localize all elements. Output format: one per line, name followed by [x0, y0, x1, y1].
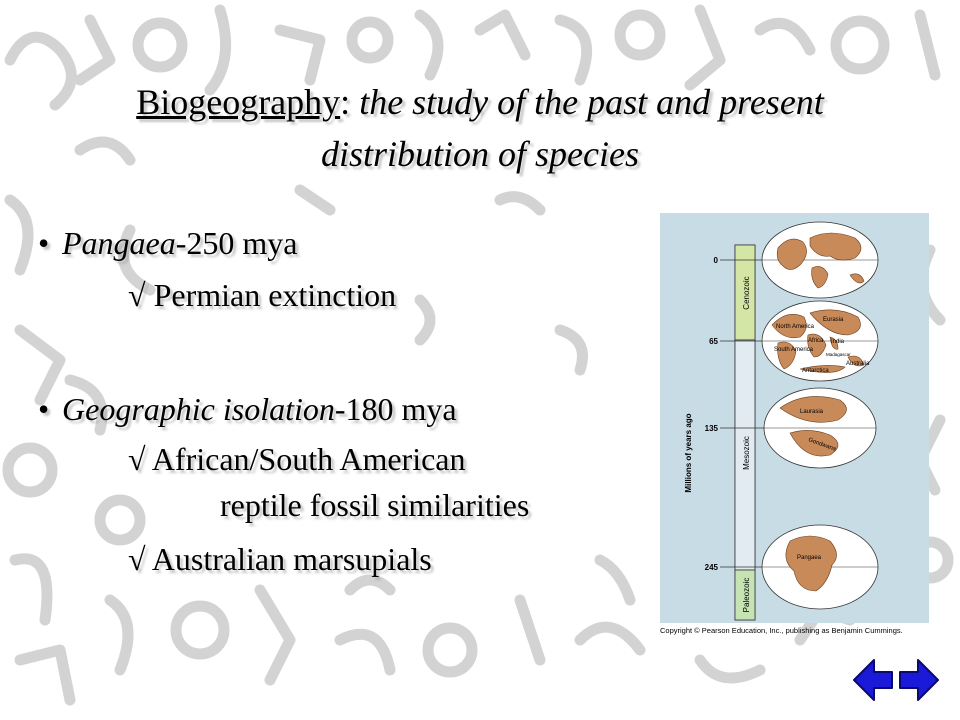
sub-point: √ Australian marsupials [128, 541, 432, 577]
tick-label: 65 [709, 337, 718, 346]
globe-label: Australia [846, 361, 870, 367]
globe-label: Madagascar [826, 352, 851, 357]
title-colon: : [340, 82, 351, 122]
bullet-pangaea: • Pangaea-250 mya [38, 224, 298, 262]
bullet-dot-icon: • [38, 225, 50, 261]
globe-present [761, 221, 879, 299]
sub-point: √ African/South American [128, 441, 466, 477]
globe-135mya: Laurasia Gondwana [763, 387, 877, 469]
tick-label: 245 [705, 563, 719, 572]
title-term: Biogeography [136, 82, 341, 122]
continental-drift-figure: Cenozoic Mesozoic Paleozoic Millions of … [660, 213, 929, 623]
globe-label: India [831, 339, 845, 345]
bullet-geographic-isolation: • Geographic isolation-180 mya [38, 390, 457, 428]
globe-label: South America [774, 347, 814, 353]
era-paleozoic [734, 569, 756, 621]
slide-navigation [853, 659, 939, 701]
slide-title: Biogeography: the study of the past and … [60, 76, 900, 180]
globe-label: Africa [808, 338, 824, 344]
bullet-tail: -180 mya [334, 391, 457, 427]
era-label: Paleozoic [742, 578, 751, 613]
bullet-dot-icon: • [38, 391, 50, 427]
back-button[interactable] [853, 659, 893, 701]
globe-label: Eurasia [823, 317, 844, 323]
back-arrow-icon [853, 659, 893, 701]
era-label: Cenozoic [742, 276, 751, 309]
bullet-lead: Geographic isolation [62, 391, 335, 427]
axis-title: Millions of years ago [684, 413, 693, 492]
sub-point: √ Permian extinction [128, 277, 397, 313]
forward-arrow-icon [899, 659, 939, 701]
tick-label: 0 [714, 256, 719, 265]
forward-button[interactable] [899, 659, 939, 701]
globe-label: North America [776, 324, 815, 330]
globe-label: Antarctica [802, 368, 829, 374]
sub-point: reptile fossil similarities [220, 487, 530, 523]
tick-label: 135 [705, 424, 719, 433]
bullet-lead: Pangaea [62, 225, 176, 261]
globe-65mya: North America Eurasia Africa India South… [761, 300, 879, 382]
title-definition: the study of the past and present distri… [321, 82, 824, 174]
globe-245mya: Pangaea [761, 524, 879, 610]
era-label: Mesozoic [742, 436, 751, 470]
globe-label: Pangaea [797, 555, 822, 561]
bullet-tail: -250 mya [175, 225, 298, 261]
figure-copyright: Copyright © Pearson Education, Inc., pub… [660, 626, 903, 635]
globe-label: Laurasia [800, 409, 824, 415]
